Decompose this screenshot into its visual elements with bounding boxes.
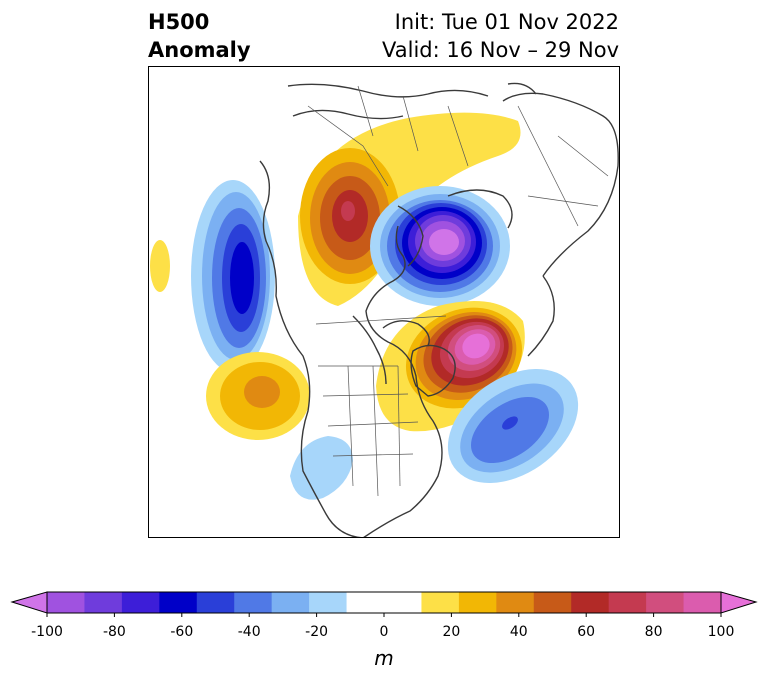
north-atlantic-low [447,368,579,484]
colorbar-bin [608,592,647,613]
west-pacific-ridge [150,240,170,292]
southwest-us-low [290,436,353,500]
colorbar-tick-label: -20 [305,624,329,640]
colorbar-tick-label: -80 [102,624,126,640]
north-pacific-low [191,180,275,372]
colorbar-tick-label: 40 [509,624,528,640]
colorbar-tick-label: 100 [707,624,735,640]
colorbar-bin [496,592,535,613]
colorbar-tick-label: 80 [644,624,663,640]
title-line-2: Anomaly [148,38,251,62]
colorbar-bin [346,592,385,613]
coastlines [259,82,619,538]
colorbar-bin [159,592,198,613]
colorbar-tick-label: -100 [31,624,63,640]
colorbar-bin [84,592,123,613]
colorbar-bin [234,592,273,613]
colorbar-extend-min [10,591,48,614]
date-info: Init: Tue 01 Nov 2022 Valid: 16 Nov – 29… [382,8,619,64]
colorbar-bin [271,592,310,613]
init-date: Init: Tue 01 Nov 2022 [394,10,619,34]
colorbar [10,591,758,617]
anomaly-map [148,66,620,538]
valid-range: Valid: 16 Nov – 29 Nov [382,38,619,62]
colorbar-extend-max [720,591,758,614]
map-title: H500 Anomaly [148,8,251,64]
hudson-bay-ridge [376,301,525,432]
colorbar-bin [571,592,610,613]
colorbar-bin [47,592,85,613]
colorbar-bin [458,592,497,613]
colorbar-bin [683,592,722,613]
arctic-siberia-low [370,186,510,306]
colorbar-unit: m [374,646,394,670]
colorbar-tick-label: -60 [170,624,194,640]
colorbar-tick-label: 60 [577,624,596,640]
map-border [148,66,620,538]
colorbar-tick-label: 0 [379,624,389,640]
colorbar-tick-label: 20 [442,624,461,640]
colorbar-bin [384,592,422,613]
colorbar-bin [646,592,685,613]
colorbar-bin [196,592,235,613]
colorbar-bin [121,592,160,613]
title-line-1: H500 [148,10,210,34]
colorbar-bin [309,592,348,613]
colorbar-bin [533,592,572,613]
subtropical-pacific-ridge [206,352,310,440]
colorbar-bin [421,592,460,613]
political-boundaries [307,85,609,497]
map-canvas [148,66,620,538]
colorbar-tick-label: -40 [237,624,261,640]
